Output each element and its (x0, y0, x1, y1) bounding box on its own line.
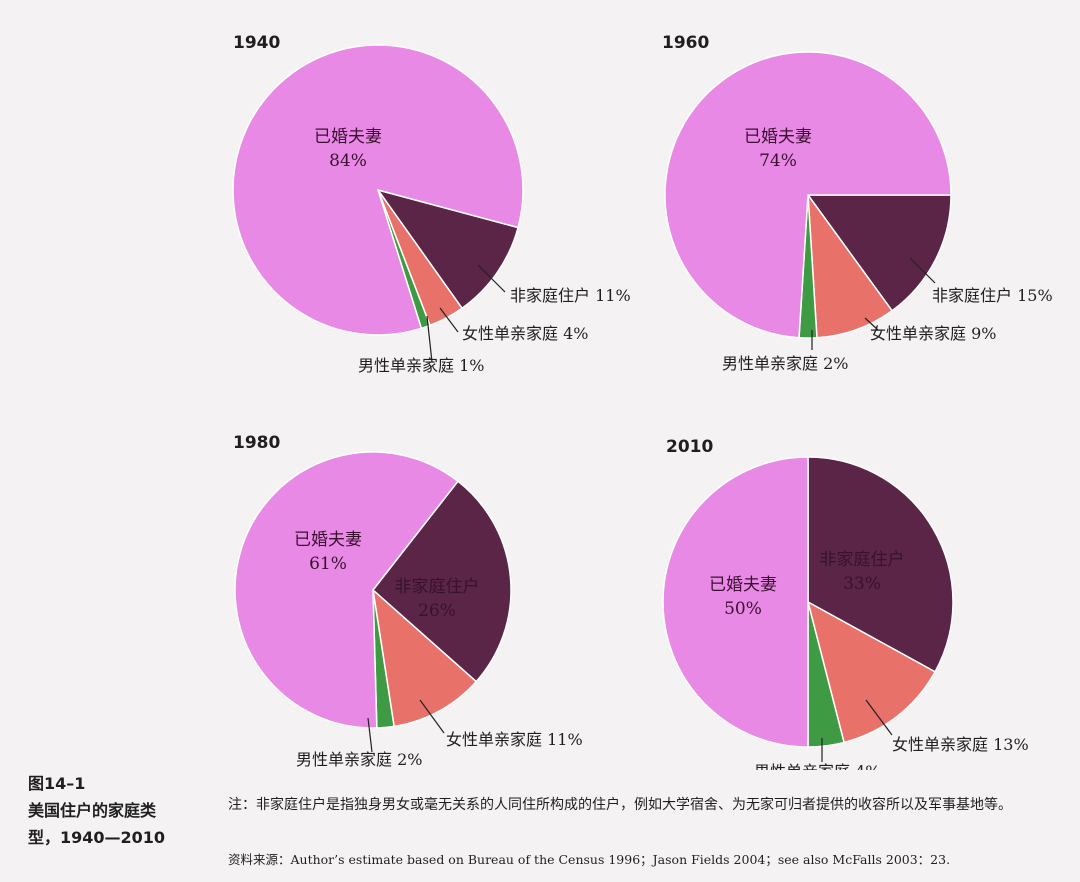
leader-line (865, 699, 893, 736)
pie-slice (376, 188, 519, 310)
pie-chart-2010: 2010 已婚夫妻 50% 非家庭住户 33% 女性单亲家庭 13% 男性单亲家庭 4% (662, 437, 1029, 770)
pie-slice (664, 51, 952, 339)
slice-value-label: 84% (329, 151, 367, 171)
slice-name-label: 已婚夫妻 (294, 530, 362, 550)
pie-chart-1940: 1940 已婚夫妻 84% 非家庭住户 11% 女性单亲家庭 4% 男性单亲家庭 1% (232, 33, 631, 375)
figure-title-line-1: 美国住户的家庭类 (28, 801, 157, 820)
slice-label: 男性单亲家庭 4% (754, 762, 880, 770)
leader-line (426, 315, 433, 363)
pie-slice (662, 456, 809, 748)
leader-line (477, 264, 506, 293)
leader-line (367, 717, 373, 753)
pie-slice (807, 456, 954, 673)
figure-caption: 图14–1 美国住户的家庭类 型，1940—2010 (28, 770, 218, 851)
pie-title: 1960 (662, 33, 709, 53)
pie-slice (371, 588, 478, 728)
pie-slice (232, 44, 524, 336)
slice-label: 非家庭住户 11% (510, 286, 631, 305)
slice-value-label: 50% (724, 599, 762, 619)
slice-name-label: 非家庭住户 (395, 577, 480, 597)
slice-value-label: 61% (309, 554, 347, 574)
pie-slice (371, 480, 512, 683)
pie-slice (234, 451, 460, 729)
slice-label: 男性单亲家庭 1% (358, 356, 484, 375)
pie-title: 1940 (233, 33, 280, 53)
figure-source: 资料来源：Author’s estimate based on Bureau o… (228, 852, 951, 867)
pie-title: 1980 (233, 433, 280, 453)
slice-name-label: 已婚夫妻 (744, 127, 812, 147)
leader-line (864, 317, 879, 331)
pie-chart-1960: 1960 已婚夫妻 74% 非家庭住户 15% 女性单亲家庭 9% 男性单亲家庭 2% (662, 33, 1053, 373)
slice-label: 女性单亲家庭 13% (892, 735, 1029, 754)
slice-value-label: 74% (759, 151, 797, 171)
slice-value-label: 33% (843, 574, 881, 594)
leader-line (909, 257, 936, 284)
slice-label: 女性单亲家庭 4% (462, 324, 588, 343)
pie-title: 2010 (666, 437, 713, 457)
figure-number: 图14–1 (28, 774, 86, 793)
pie-chart-1980: 1980 已婚夫妻 61% 非家庭住户 26% 女性单亲家庭 11% 男性单亲家庭 2% (233, 433, 583, 769)
slice-label: 女性单亲家庭 11% (446, 730, 583, 749)
figure-title-line-2: 型，1940—2010 (28, 828, 166, 847)
slice-name-label: 已婚夫妻 (709, 575, 777, 595)
slice-label: 男性单亲家庭 2% (296, 750, 422, 769)
slice-name-label: 已婚夫妻 (314, 127, 382, 147)
slice-label: 女性单亲家庭 9% (870, 324, 996, 343)
figure-note: 注：非家庭住户是指独身男女或毫无关系的人同住所构成的住户，例如大学宿舍、为无家可… (228, 797, 1012, 813)
pie-slice (806, 194, 952, 312)
slice-label: 非家庭住户 15% (932, 286, 1053, 305)
slice-label: 男性单亲家庭 2% (722, 354, 848, 373)
pie-slice (807, 192, 894, 339)
slice-value-label: 26% (418, 601, 456, 621)
pie-slice (806, 600, 937, 744)
slice-name-label: 非家庭住户 (820, 550, 905, 570)
leader-line (439, 307, 459, 333)
leader-line (419, 699, 445, 734)
